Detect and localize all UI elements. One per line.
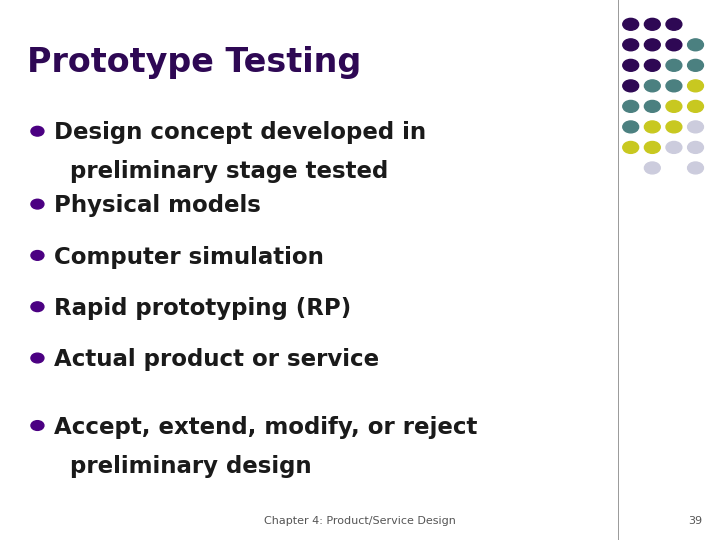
Circle shape	[31, 302, 44, 312]
Circle shape	[623, 39, 639, 51]
Circle shape	[623, 18, 639, 30]
Text: Accept, extend, modify, or reject: Accept, extend, modify, or reject	[54, 416, 477, 439]
Circle shape	[666, 59, 682, 71]
Circle shape	[644, 80, 660, 92]
Circle shape	[644, 18, 660, 30]
Text: Chapter 4: Product/Service Design: Chapter 4: Product/Service Design	[264, 516, 456, 526]
Circle shape	[623, 59, 639, 71]
Circle shape	[644, 141, 660, 153]
Circle shape	[644, 100, 660, 112]
Text: Prototype Testing: Prototype Testing	[27, 46, 361, 79]
Text: preliminary stage tested: preliminary stage tested	[54, 160, 388, 184]
Circle shape	[644, 59, 660, 71]
Circle shape	[666, 18, 682, 30]
Circle shape	[688, 80, 703, 92]
Circle shape	[623, 121, 639, 133]
Circle shape	[644, 121, 660, 133]
Circle shape	[666, 141, 682, 153]
Circle shape	[31, 353, 44, 363]
Circle shape	[688, 162, 703, 174]
Circle shape	[31, 251, 44, 260]
Circle shape	[623, 141, 639, 153]
Circle shape	[688, 121, 703, 133]
Circle shape	[623, 80, 639, 92]
Circle shape	[31, 421, 44, 430]
Text: Rapid prototyping (RP): Rapid prototyping (RP)	[54, 297, 351, 320]
Circle shape	[666, 39, 682, 51]
Text: 39: 39	[688, 516, 702, 526]
Text: Physical models: Physical models	[54, 194, 261, 218]
Text: Actual product or service: Actual product or service	[54, 348, 379, 372]
Text: Computer simulation: Computer simulation	[54, 246, 324, 269]
Circle shape	[688, 39, 703, 51]
Circle shape	[644, 39, 660, 51]
Circle shape	[666, 80, 682, 92]
Circle shape	[31, 199, 44, 209]
Text: preliminary design: preliminary design	[54, 455, 312, 478]
Circle shape	[688, 141, 703, 153]
Circle shape	[31, 126, 44, 136]
Circle shape	[688, 100, 703, 112]
Text: Design concept developed in: Design concept developed in	[54, 122, 426, 145]
Circle shape	[666, 121, 682, 133]
Circle shape	[688, 59, 703, 71]
Circle shape	[666, 100, 682, 112]
Circle shape	[644, 162, 660, 174]
Circle shape	[623, 100, 639, 112]
